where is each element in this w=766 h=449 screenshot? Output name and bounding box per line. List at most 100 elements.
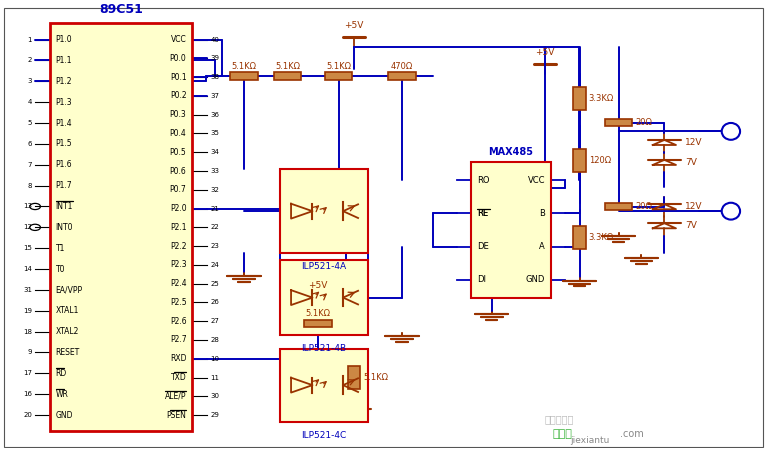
Text: P2.0: P2.0 [170,204,186,213]
Text: P0.1: P0.1 [170,73,186,82]
Text: 120Ω: 120Ω [589,156,611,165]
Text: 5.1KΩ: 5.1KΩ [326,62,351,70]
Text: P0.3: P0.3 [170,110,186,119]
Bar [388,72,416,79]
Text: 35: 35 [210,131,219,136]
Text: P1.6: P1.6 [56,160,72,169]
Text: A: A [539,242,545,251]
Text: 22: 22 [210,224,219,230]
Text: PSEN: PSEN [167,410,186,419]
Text: RO: RO [477,176,489,185]
Text: P0.4: P0.4 [170,129,186,138]
Text: 39: 39 [210,55,219,62]
Text: INT0: INT0 [56,223,74,232]
Ellipse shape [722,203,740,220]
Text: P1.1: P1.1 [56,56,72,65]
Text: 15: 15 [23,245,32,251]
Bar [574,226,586,249]
Text: 32: 32 [210,187,219,193]
Text: VCC: VCC [528,176,545,185]
Text: P1.2: P1.2 [56,77,72,86]
Text: XTAL1: XTAL1 [56,306,79,315]
Text: 21: 21 [210,206,219,211]
Text: 29: 29 [210,412,219,418]
Text: 38: 38 [210,74,219,80]
Text: 37: 37 [210,93,219,99]
Text: MAX485: MAX485 [489,147,534,157]
Text: 17: 17 [23,370,32,376]
Text: RD: RD [56,369,67,378]
Text: 5.1KΩ: 5.1KΩ [231,62,257,70]
Text: P2.1: P2.1 [170,223,186,232]
Text: +5V: +5V [344,21,364,31]
Bar [348,366,360,389]
Bar [471,163,552,298]
Text: P0.7: P0.7 [170,185,186,194]
Text: P1.5: P1.5 [56,139,72,149]
Text: 3.3KΩ: 3.3KΩ [589,94,614,103]
Text: VCC: VCC [171,35,186,44]
Text: RE: RE [477,209,488,218]
Text: DE: DE [477,242,489,251]
Text: 27: 27 [210,318,219,324]
Text: 3: 3 [28,78,32,84]
Text: ILP521-4B: ILP521-4B [301,344,346,353]
Text: 12V: 12V [685,138,702,147]
Bar [574,87,586,110]
Text: 36: 36 [210,112,219,118]
Text: P2.5: P2.5 [170,298,186,307]
Text: P2.4: P2.4 [170,279,186,288]
Text: 20Ω: 20Ω [635,118,652,127]
Text: DI: DI [477,275,486,284]
Bar [280,260,368,335]
Text: 16: 16 [23,391,32,397]
Bar [280,169,368,253]
Text: +5V: +5V [535,48,555,57]
Bar [325,72,352,79]
Text: ILP521-4C: ILP521-4C [301,431,346,440]
Text: P1.3: P1.3 [56,98,72,107]
Text: 3.3KΩ: 3.3KΩ [589,233,614,242]
Text: 470Ω: 470Ω [391,62,413,70]
Bar [51,23,192,431]
Text: 2: 2 [28,57,32,63]
Text: P1.7: P1.7 [56,181,72,190]
Text: 4: 4 [28,99,32,105]
Text: P2.3: P2.3 [170,260,186,269]
Text: +5V: +5V [309,281,328,290]
Text: 1: 1 [28,37,32,43]
Text: 40: 40 [210,37,219,43]
Text: 电子发烧友: 电子发烧友 [544,414,574,424]
Text: ALE/P: ALE/P [165,392,186,401]
Text: 24: 24 [210,262,219,268]
Text: jiexiantu: jiexiantu [570,436,609,445]
Text: P0.6: P0.6 [170,167,186,176]
Text: .com: .com [620,429,643,439]
Bar [604,119,632,126]
Text: P1.4: P1.4 [56,119,72,128]
Text: RESET: RESET [56,348,80,357]
Text: 接线图: 接线图 [553,429,573,439]
Text: GND: GND [525,275,545,284]
Text: RE: RE [477,209,488,218]
Text: WR: WR [56,390,69,399]
Text: P1.0: P1.0 [56,35,72,44]
Text: B: B [539,209,545,218]
Text: 26: 26 [210,299,219,305]
Text: XTAL2: XTAL2 [56,327,79,336]
Text: 6: 6 [28,141,32,147]
Text: 9: 9 [28,349,32,356]
Text: 18: 18 [23,329,32,335]
Text: 14: 14 [23,266,32,272]
Bar [273,72,301,79]
Text: 12V: 12V [685,202,702,211]
Text: 33: 33 [210,168,219,174]
Bar [604,203,632,210]
Text: 5: 5 [28,120,32,126]
Text: 8: 8 [28,183,32,189]
Text: 5.1KΩ: 5.1KΩ [306,309,330,318]
Bar [574,149,586,172]
Text: 20: 20 [23,412,32,418]
Ellipse shape [722,123,740,140]
Text: 12: 12 [23,224,32,230]
